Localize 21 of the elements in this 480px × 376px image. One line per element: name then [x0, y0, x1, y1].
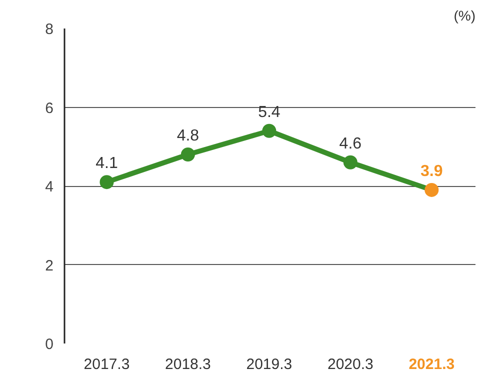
y-tick-label: 4: [45, 178, 54, 196]
y-tick-label: 6: [45, 100, 54, 117]
y-tick-label: 0: [45, 336, 54, 353]
x-tick-label: 2021.3: [408, 356, 455, 373]
y-tick-label: 8: [45, 21, 54, 38]
x-tick-label: 2018.3: [165, 356, 211, 373]
x-tick-label: 2019.3: [246, 356, 292, 373]
data-label: 4.1: [96, 155, 118, 172]
data-label: 5.4: [258, 104, 280, 121]
y-tick-label: 2: [45, 257, 54, 274]
point: [343, 155, 358, 170]
data-label: 4.8: [176, 128, 200, 144]
point: [100, 175, 114, 190]
data-label: 4.6: [339, 135, 362, 152]
point: [180, 148, 195, 162]
x-tick-label: 2020.3: [327, 356, 374, 373]
x-tick-label: 2017.3: [84, 356, 130, 373]
data-label: 3.9: [420, 162, 443, 180]
y-axis-title: (%): [454, 8, 476, 24]
point: [424, 182, 439, 197]
point: [262, 124, 276, 138]
